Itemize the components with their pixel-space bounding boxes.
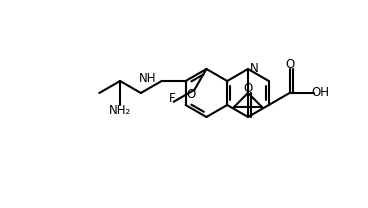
Text: N: N (250, 62, 258, 76)
Text: OH: OH (312, 87, 330, 99)
Text: F: F (169, 93, 176, 105)
Text: NH: NH (139, 72, 157, 84)
Text: NH₂: NH₂ (109, 104, 131, 118)
Text: O: O (243, 82, 252, 94)
Text: O: O (285, 57, 294, 71)
Text: O: O (187, 88, 196, 101)
